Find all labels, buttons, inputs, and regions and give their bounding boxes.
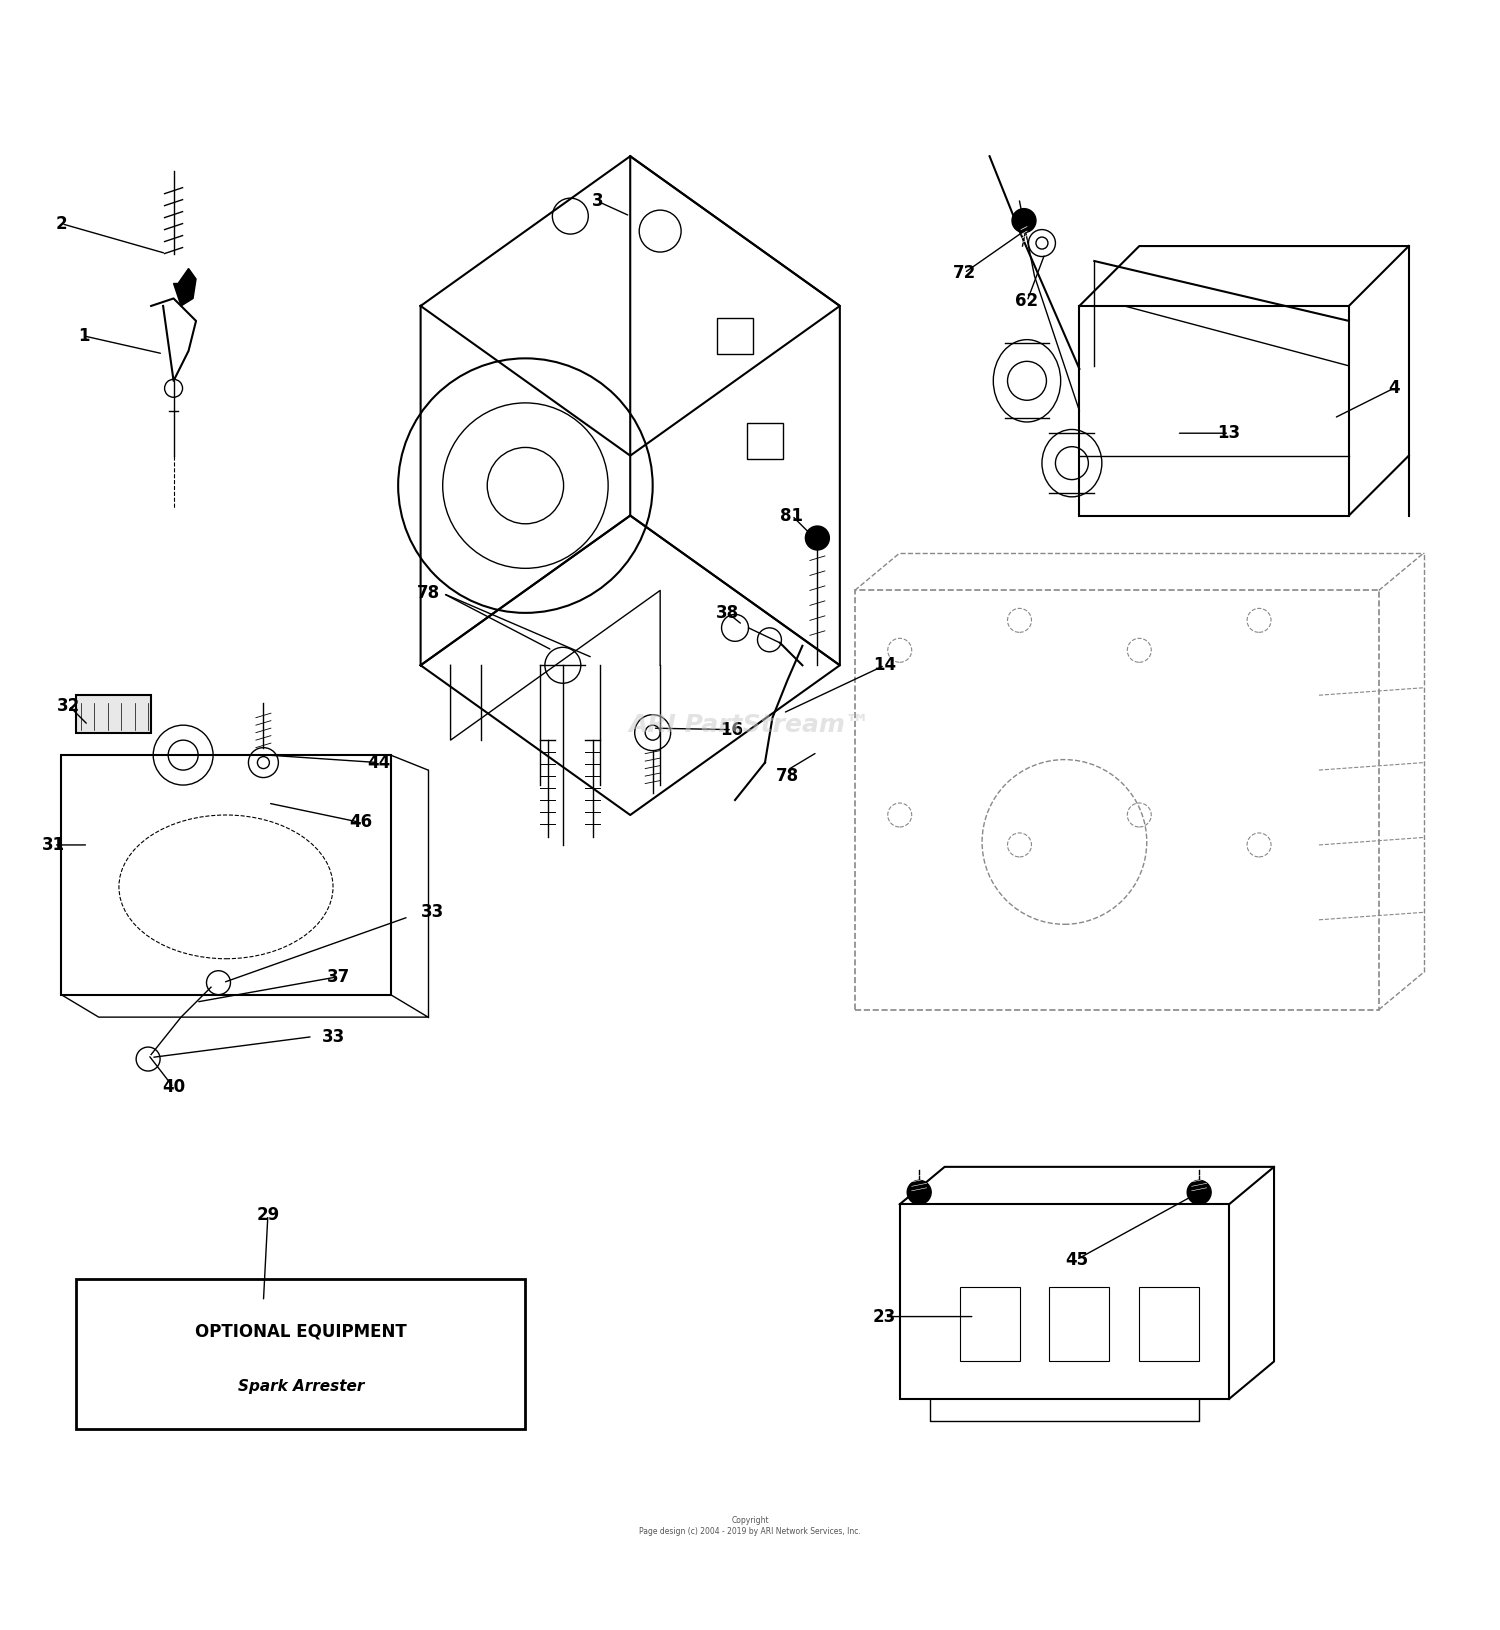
Text: 2: 2 <box>56 215 68 233</box>
Text: 23: 23 <box>873 1307 897 1325</box>
Polygon shape <box>174 269 196 306</box>
Bar <box>747 422 783 458</box>
Circle shape <box>908 1180 932 1205</box>
Text: Spark Arrester: Spark Arrester <box>237 1379 364 1394</box>
Text: 78: 78 <box>417 585 440 603</box>
Bar <box>855 590 1378 1009</box>
Text: 45: 45 <box>1065 1250 1088 1268</box>
Text: 31: 31 <box>42 836 66 854</box>
Text: 78: 78 <box>776 768 800 786</box>
Text: 33: 33 <box>322 1027 345 1045</box>
Text: 33: 33 <box>422 903 444 921</box>
Text: 46: 46 <box>350 813 372 831</box>
Bar <box>1080 306 1348 515</box>
Circle shape <box>806 526 830 549</box>
Text: 62: 62 <box>1016 292 1038 310</box>
Bar <box>717 318 753 354</box>
Text: 1: 1 <box>78 328 90 346</box>
Text: 40: 40 <box>162 1079 184 1097</box>
Circle shape <box>1013 209 1036 233</box>
Bar <box>76 1280 525 1430</box>
Bar <box>1050 1286 1110 1361</box>
Bar <box>76 696 152 732</box>
Text: 3: 3 <box>591 192 603 210</box>
Text: 29: 29 <box>256 1206 279 1224</box>
Bar <box>62 755 390 994</box>
Bar <box>900 1205 1228 1399</box>
Text: 38: 38 <box>716 603 740 623</box>
Bar <box>960 1286 1020 1361</box>
Circle shape <box>1186 1180 1210 1205</box>
Text: 37: 37 <box>327 968 350 986</box>
Text: 16: 16 <box>720 720 744 738</box>
Text: 32: 32 <box>57 696 81 714</box>
Bar <box>1140 1286 1198 1361</box>
Text: ARI PartStream™: ARI PartStream™ <box>628 714 872 737</box>
Text: 81: 81 <box>780 507 804 525</box>
Text: 72: 72 <box>952 264 975 282</box>
Text: 4: 4 <box>1388 380 1400 398</box>
Text: 14: 14 <box>873 657 897 675</box>
Text: OPTIONAL EQUIPMENT: OPTIONAL EQUIPMENT <box>195 1322 406 1340</box>
Text: 13: 13 <box>1218 424 1240 442</box>
Text: 44: 44 <box>368 753 390 771</box>
Text: Copyright
Page design (c) 2004 - 2019 by ARI Network Services, Inc.: Copyright Page design (c) 2004 - 2019 by… <box>639 1516 861 1535</box>
